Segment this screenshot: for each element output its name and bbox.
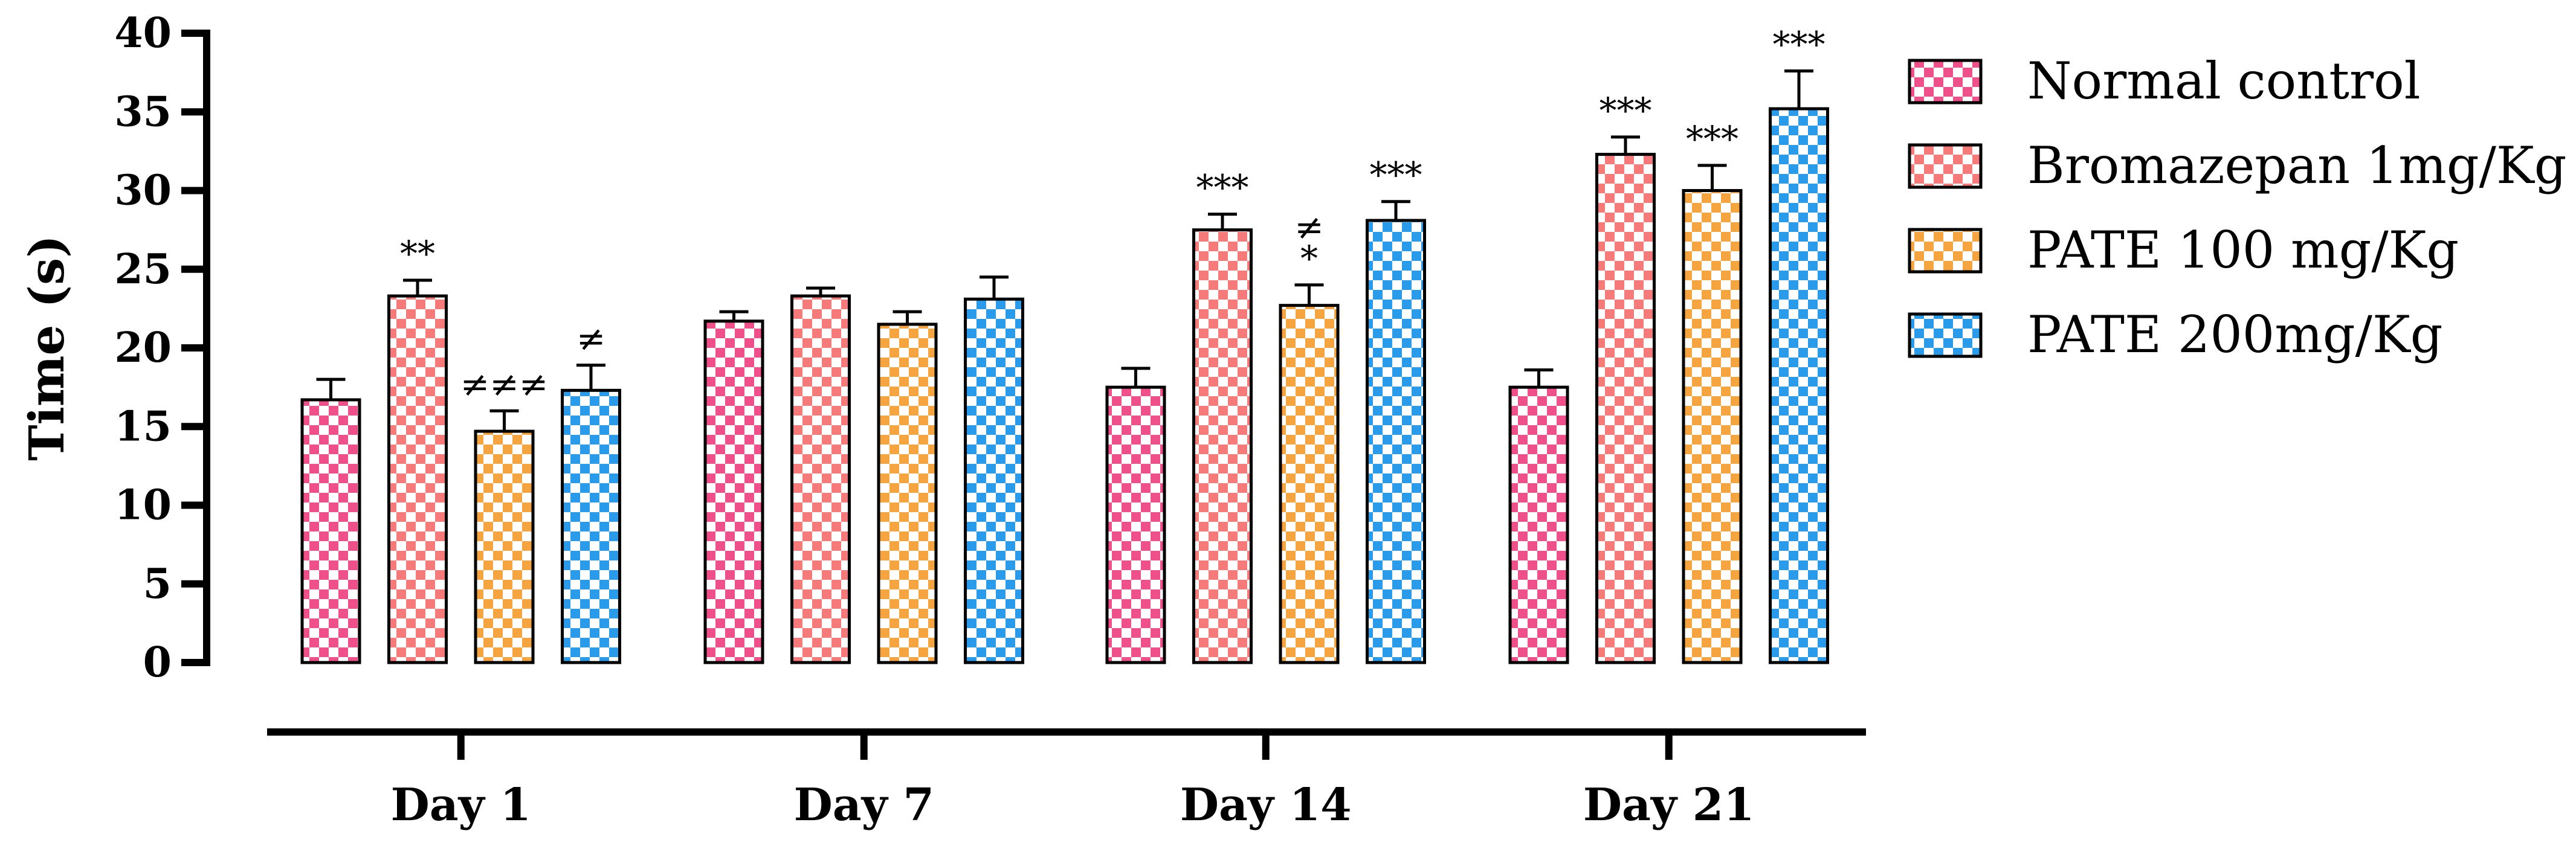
bar-pate-100-mg-kg-day-21 xyxy=(1682,189,1743,664)
bar-pate-200mg-kg-day-21 xyxy=(1769,107,1829,664)
bar-bromazepan-1mg-kg-day-14 xyxy=(1192,228,1253,664)
x-tick-label-day-1: Day 1 xyxy=(391,779,531,831)
annotation-pate-200mg-kg-day-14: *** xyxy=(1370,155,1422,196)
annotation-bromazepan-1mg-kg-day-14: *** xyxy=(1196,167,1249,208)
bar-pate-100-mg-kg-day-7 xyxy=(877,323,938,664)
annotation-pate-200mg-kg-day-1: ≠ xyxy=(576,318,606,359)
annotation-pate-100-mg-kg-day-21: *** xyxy=(1686,118,1738,159)
bar-bromazepan-1mg-kg-day-7 xyxy=(790,294,851,664)
legend-label-pate-100-mg-kg: PATE 100 mg/Kg xyxy=(2027,220,2459,280)
x-tick-label-day-21: Day 21 xyxy=(1583,779,1755,831)
bar-normal-control-day-14 xyxy=(1105,385,1166,664)
bar-pate-200mg-kg-day-14 xyxy=(1366,219,1426,664)
bar-normal-control-day-7 xyxy=(703,319,764,664)
annotation-pate-100-mg-kg-day-1: ≠≠≠ xyxy=(460,364,549,405)
bar-normal-control-day-1 xyxy=(300,398,361,664)
annotation-pate-100-mg-kg-day-14-1: * xyxy=(1300,238,1318,279)
y-tick-label-10: 10 xyxy=(114,481,172,530)
y-axis-title: Time (s) xyxy=(18,235,75,461)
y-tick-label-30: 30 xyxy=(114,167,172,215)
legend-swatch-normal-control xyxy=(1908,59,1983,104)
y-tick-label-5: 5 xyxy=(143,560,172,608)
legend-swatch-pate-100-mg-kg xyxy=(1908,228,1983,274)
legend-label-bromazepan-1mg-kg: Bromazepan 1mg/Kg xyxy=(2027,136,2567,195)
bar-normal-control-day-21 xyxy=(1508,385,1569,664)
y-tick-label-0: 0 xyxy=(143,638,172,687)
y-tick-label-35: 35 xyxy=(114,88,172,136)
bar-pate-100-mg-kg-day-1 xyxy=(474,429,535,664)
y-tick-label-25: 25 xyxy=(114,245,172,294)
y-tick-label-40: 40 xyxy=(114,9,172,57)
bar-pate-200mg-kg-day-1 xyxy=(561,388,621,664)
annotation-bromazepan-1mg-kg-day-1: ** xyxy=(400,233,435,274)
x-tick-label-day-14: Day 14 xyxy=(1180,779,1352,831)
annotation-pate-200mg-kg-day-21: *** xyxy=(1773,24,1825,65)
bar-pate-200mg-kg-day-7 xyxy=(964,297,1024,664)
annotation-pate-100-mg-kg-day-14-0: ≠ xyxy=(1294,207,1324,248)
y-tick-label-20: 20 xyxy=(114,324,172,372)
bar-bromazepan-1mg-kg-day-1 xyxy=(387,294,448,664)
bar-bromazepan-1mg-kg-day-21 xyxy=(1595,153,1656,664)
legend-label-pate-200mg-kg: PATE 200mg/Kg xyxy=(2027,305,2443,364)
legend-swatch-bromazepan-1mg-kg xyxy=(1908,143,1983,189)
legend-label-normal-control: Normal control xyxy=(2027,51,2421,111)
y-tick-label-15: 15 xyxy=(114,402,172,451)
bar-pate-100-mg-kg-day-14 xyxy=(1279,304,1340,664)
legend-swatch-pate-200mg-kg xyxy=(1908,312,1983,358)
annotation-bromazepan-1mg-kg-day-21: *** xyxy=(1600,90,1652,131)
x-tick-label-day-7: Day 7 xyxy=(794,779,934,831)
